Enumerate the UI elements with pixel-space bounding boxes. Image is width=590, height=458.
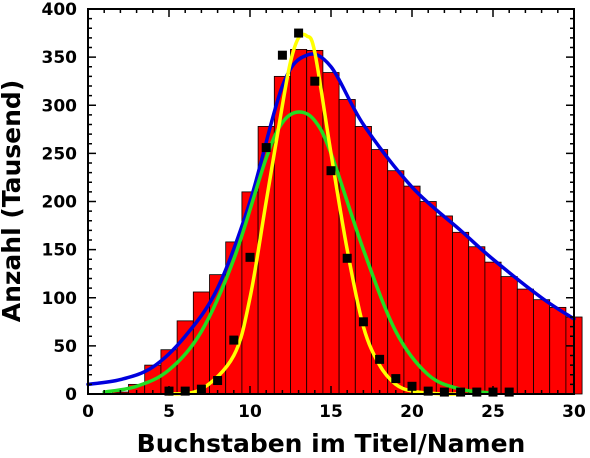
bar — [419, 201, 437, 395]
data-point — [213, 376, 223, 386]
bars-layer — [111, 49, 583, 395]
x-tick-label: 30 — [562, 402, 586, 422]
bar — [516, 288, 534, 395]
y-axis-title: Anzahl (Tausend) — [0, 80, 26, 323]
green-curve — [102, 110, 495, 395]
data-point — [196, 384, 206, 394]
x-tick-label: 0 — [82, 402, 94, 422]
x-tick-label: 5 — [163, 402, 175, 422]
data-point — [326, 166, 336, 176]
y-tick-label: 100 — [42, 289, 78, 309]
bar — [549, 306, 567, 395]
bar — [500, 276, 518, 395]
data-point — [342, 253, 352, 263]
data-point — [277, 50, 287, 60]
bar — [290, 49, 308, 395]
data-point — [310, 76, 320, 86]
x-tick-label: 10 — [238, 402, 262, 422]
bar — [452, 231, 470, 395]
bar — [533, 299, 551, 395]
y-tick-label: 0 — [65, 385, 77, 405]
bar — [468, 246, 486, 395]
bar — [484, 261, 502, 395]
bar — [306, 49, 324, 395]
x-tick-label: 25 — [481, 402, 505, 422]
data-point — [245, 252, 255, 262]
y-tick-label: 350 — [42, 48, 78, 68]
bar — [435, 215, 453, 395]
data-point — [391, 374, 401, 384]
y-tick-label: 50 — [53, 337, 77, 357]
bar — [387, 170, 405, 395]
data-point — [261, 143, 271, 153]
x-axis-title: Buchstaben im Titel/Namen — [137, 429, 526, 458]
y-tick-label: 400 — [42, 0, 78, 20]
y-tick-label: 300 — [42, 96, 78, 116]
y-tick-label: 200 — [42, 193, 78, 213]
x-tick-label: 15 — [319, 402, 343, 422]
x-tick-label: 20 — [400, 402, 424, 422]
y-tick-label: 250 — [42, 144, 78, 164]
axis-ticks — [87, 8, 575, 395]
data-point — [229, 335, 239, 345]
data-point — [375, 354, 385, 364]
data-point — [294, 28, 304, 38]
data-point — [358, 317, 368, 327]
blue-curve — [86, 52, 576, 387]
y-tick-label: 150 — [42, 241, 78, 261]
